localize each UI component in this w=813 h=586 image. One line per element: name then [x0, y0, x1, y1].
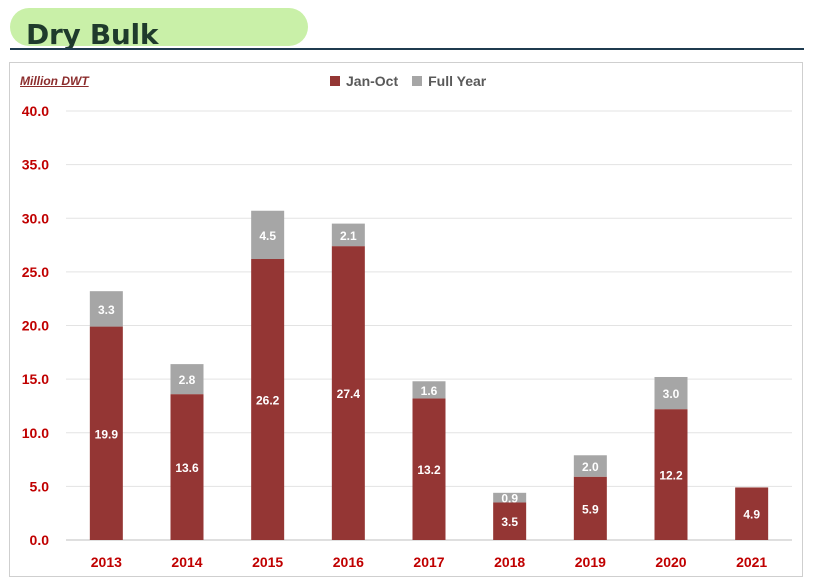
- bar-jan-oct: [412, 398, 446, 540]
- chart-legend: Jan-Oct Full Year: [330, 73, 486, 89]
- y-tick-label: 20.0: [22, 318, 49, 334]
- bar-full-year: [89, 291, 123, 327]
- data-label-jan-oct: 5.9: [582, 502, 599, 516]
- x-tick-label: 2021: [736, 554, 767, 570]
- x-tick-label: 2013: [91, 554, 122, 570]
- y-tick-label: 5.0: [30, 478, 50, 494]
- legend-label-jan-oct: Jan-Oct: [346, 73, 399, 89]
- bar-jan-oct: [89, 326, 123, 540]
- bar-jan-oct: [331, 246, 365, 540]
- y-tick-label: 15.0: [22, 371, 49, 387]
- data-label-jan-oct: 19.9: [95, 427, 119, 441]
- bar-jan-oct: [251, 259, 285, 540]
- legend-label-full-year: Full Year: [428, 73, 487, 89]
- data-label-jan-oct: 26.2: [256, 394, 280, 408]
- x-tick-label: 2019: [575, 554, 606, 570]
- legend-item-jan-oct: Jan-Oct: [330, 73, 398, 89]
- y-tick-label: 40.0: [22, 103, 49, 119]
- data-label-jan-oct: 12.2: [659, 469, 683, 483]
- x-tick-label: 2020: [655, 554, 686, 570]
- x-tick-label: 2018: [494, 554, 525, 570]
- title-underline: [10, 48, 804, 50]
- bar-full-year: [654, 376, 688, 410]
- data-label-full-year: 1.6: [421, 384, 438, 398]
- data-label-full-year: 2.1: [340, 229, 357, 243]
- bar-full-year: [251, 210, 285, 260]
- y-tick-label: 0.0: [30, 532, 50, 548]
- data-label-full-year: 3.0: [663, 387, 680, 401]
- bar-jan-oct: [735, 487, 769, 540]
- y-tick-label: 25.0: [22, 264, 49, 280]
- data-label-jan-oct: 13.2: [417, 463, 441, 477]
- bar-jan-oct: [170, 394, 204, 540]
- bar-jan-oct: [493, 502, 527, 540]
- data-label-full-year: 3.3: [98, 303, 115, 317]
- bar-full-year: [170, 364, 204, 395]
- legend-item-full-year: Full Year: [412, 73, 486, 89]
- x-tick-label: 2014: [171, 554, 202, 570]
- y-tick-label: 30.0: [22, 210, 49, 226]
- bar-full-year: [573, 455, 607, 477]
- data-label-jan-oct: 27.4: [337, 387, 361, 401]
- unit-label: Million DWT: [20, 74, 89, 88]
- y-tick-label: 35.0: [22, 157, 49, 173]
- legend-swatch-jan-oct: [330, 76, 340, 86]
- data-label-jan-oct: 4.9: [743, 508, 760, 522]
- bar-jan-oct: [654, 409, 688, 540]
- x-tick-label: 2015: [252, 554, 283, 570]
- data-label-full-year: 2.0: [582, 460, 599, 474]
- x-tick-label: 2016: [333, 554, 364, 570]
- data-label-full-year: 0.9: [501, 492, 518, 506]
- data-label-full-year: 2.8: [179, 373, 196, 387]
- bar-full-year: [331, 223, 365, 247]
- y-tick-label: 10.0: [22, 425, 49, 441]
- bar-full-year: [412, 381, 446, 399]
- legend-swatch-full-year: [412, 76, 423, 86]
- data-label-jan-oct: 13.6: [175, 461, 199, 475]
- bar-jan-oct: [573, 476, 607, 540]
- data-label-jan-oct: 3.5: [501, 515, 518, 529]
- data-label-full-year: 4.5: [259, 229, 276, 243]
- x-tick-label: 2017: [413, 554, 444, 570]
- bar-full-year: [493, 492, 527, 503]
